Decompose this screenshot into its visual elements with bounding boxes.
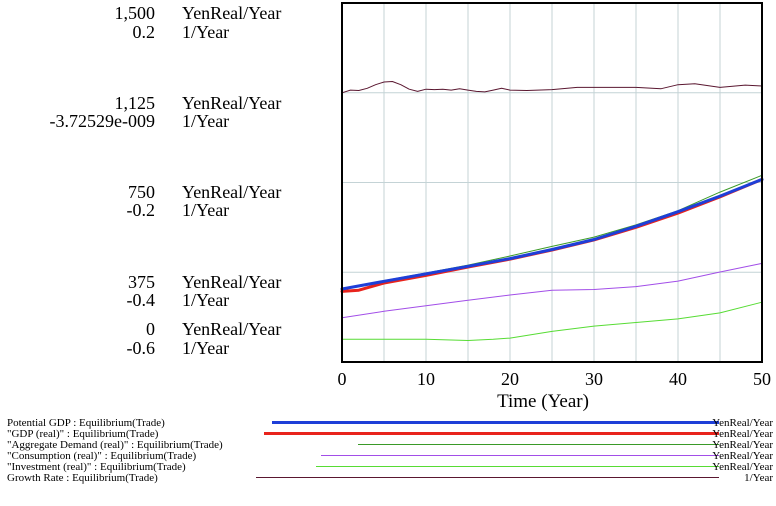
y-tick-label-primary: 375 [128,272,155,292]
y-tick-label-secondary: 0.2 [133,22,156,42]
legend: Potential GDP : Equilibrium(Trade) YenRea… [7,417,773,484]
x-axis-ticks: 0 10 20 30 40 50 [338,369,772,389]
y-unit-secondary: 1/Year [182,338,229,358]
y-tick-label-secondary: -3.72529e-009 [50,111,155,131]
series-line-1 [340,177,764,291]
y-unit-primary: YenReal/Year [182,272,281,292]
y-tick-label-primary: 0 [146,319,155,339]
x-axis-label: Time (Year) [497,391,589,412]
series-layer [340,81,764,341]
y-tick-label-secondary: -0.6 [127,338,156,358]
y-unit-secondary: 1/Year [182,22,229,42]
legend-label: Potential GDP : Equilibrium(Trade) [7,417,165,429]
legend-unit: YenReal/Year [712,439,773,451]
legend-unit: YenReal/Year [712,450,773,462]
x-tick-label: 40 [669,369,687,389]
plot-frame [341,2,763,363]
x-tick-label: 30 [585,369,603,389]
y-unit-secondary: 1/Year [182,111,229,131]
legend-unit: YenReal/Year [712,461,773,473]
y-tick-label-primary: 750 [128,182,155,202]
y-tick-label-primary: 1,125 [115,93,156,113]
y-tick-label-secondary: -0.2 [127,200,156,220]
x-tick-label: 10 [417,369,435,389]
x-tick-label: 50 [753,369,771,389]
x-tick-label: 0 [338,369,347,389]
legend-unit: YenReal/Year [712,428,773,440]
legend-label: Growth Rate : Equilibrium(Trade) [7,472,158,484]
y-unit-secondary: 1/Year [182,200,229,220]
y-axis-labels: 1,5000.2YenReal/Year1/Year1,125-3.72529e… [50,3,282,358]
y-tick-label-secondary: -0.4 [127,290,156,310]
series-line-4 [341,262,763,319]
y-unit-primary: YenReal/Year [182,182,281,202]
y-tick-label-primary: 1,500 [115,3,156,23]
legend-label: "Consumption (real)" : Equilibrium(Trade… [7,450,196,462]
grid-lines [342,3,762,362]
series-line-5 [341,301,763,341]
series-line-6 [341,81,763,94]
legend-label: "Investment (real)" : Equilibrium(Trade) [7,461,186,473]
legend-unit: 1/Year [744,472,773,484]
legend-unit: YenReal/Year [712,417,773,429]
legend-label: "Aggregate Demand (real)" : Equilibrium(… [7,439,223,451]
y-unit-secondary: 1/Year [182,290,229,310]
legend-label: "GDP (real)" : Equilibrium(Trade) [7,428,159,440]
y-unit-primary: YenReal/Year [182,3,281,23]
y-unit-primary: YenReal/Year [182,319,281,339]
x-tick-label: 20 [501,369,519,389]
y-unit-primary: YenReal/Year [182,93,281,113]
